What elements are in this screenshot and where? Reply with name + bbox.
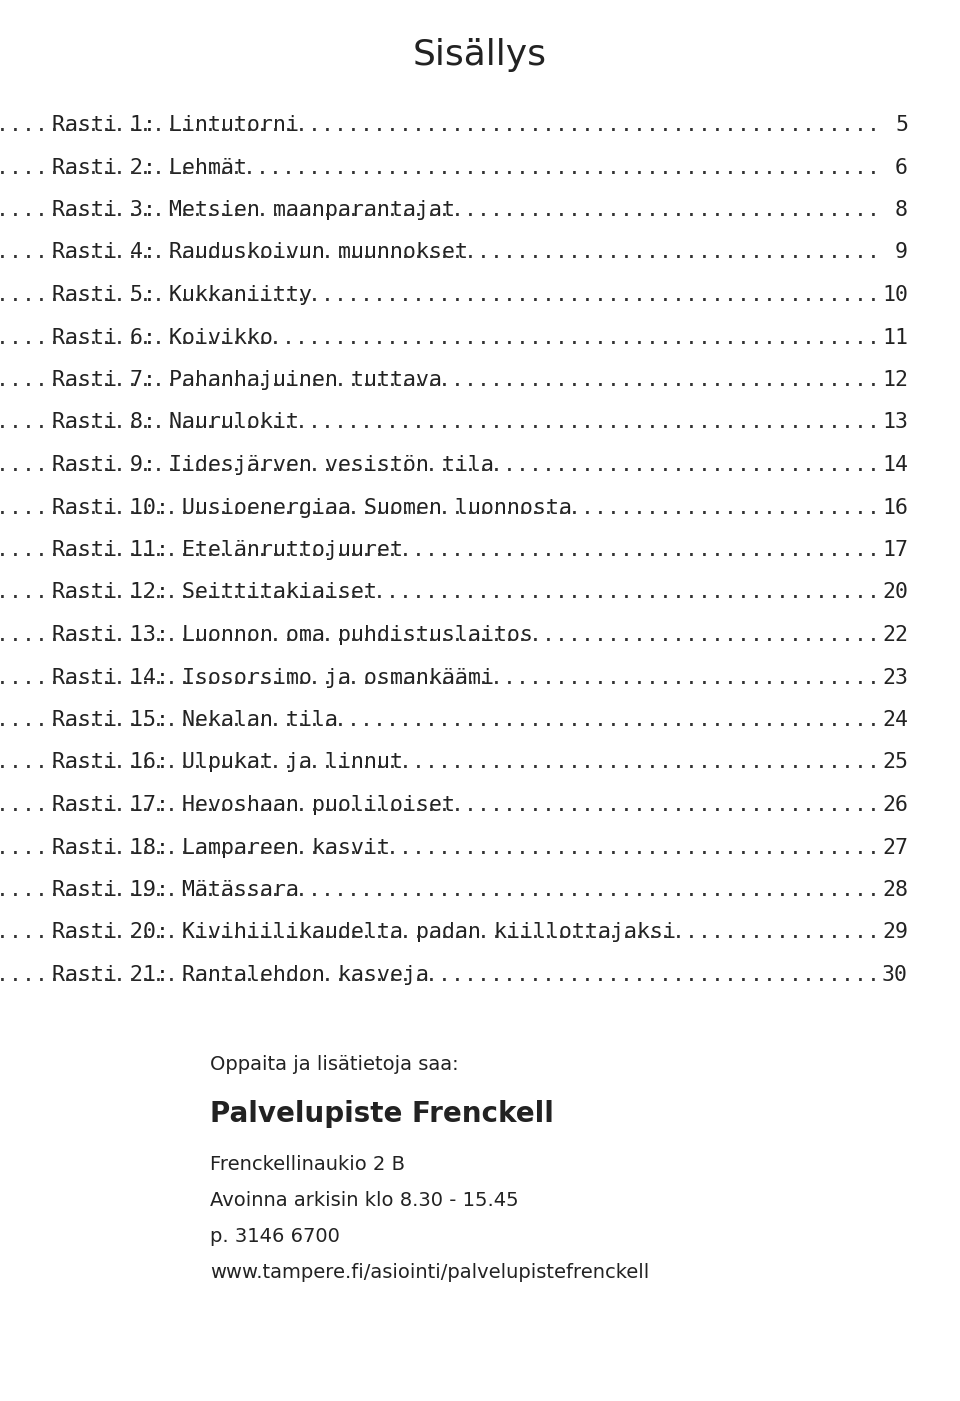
Text: Rasti 16: Ulpukat ja linnut: Rasti 16: Ulpukat ja linnut <box>52 752 403 772</box>
Text: p. 3146 6700: p. 3146 6700 <box>210 1227 340 1245</box>
Text: 5: 5 <box>895 115 908 134</box>
Text: Rasti 6: Koivikko: Rasti 6: Koivikko <box>52 328 273 347</box>
Text: ................................................................................: ........................................… <box>0 794 880 815</box>
Text: 22: 22 <box>882 625 908 644</box>
Text: 16: 16 <box>882 497 908 517</box>
Text: Rasti 1: Lintutorni: Rasti 1: Lintutorni <box>52 115 299 134</box>
Text: ................................................................................: ........................................… <box>0 328 880 347</box>
Text: Oppaita ja lisätietoja saa:: Oppaita ja lisätietoja saa: <box>210 1055 459 1075</box>
Text: Rasti 10: Uusioenergiaa Suomen luonnosta: Rasti 10: Uusioenergiaa Suomen luonnosta <box>52 497 572 517</box>
Text: 27: 27 <box>882 838 908 857</box>
Text: ................................................................................: ........................................… <box>0 880 880 899</box>
Text: Sisällys: Sisällys <box>413 38 547 71</box>
Text: ................................................................................: ........................................… <box>0 115 880 134</box>
Text: 29: 29 <box>882 922 908 943</box>
Text: ................................................................................: ........................................… <box>0 242 880 262</box>
Text: Avoinna arkisin klo 8.30 - 15.45: Avoinna arkisin klo 8.30 - 15.45 <box>210 1191 518 1210</box>
Text: Rasti 8: Naurulokit: Rasti 8: Naurulokit <box>52 412 299 433</box>
Text: 8: 8 <box>895 200 908 220</box>
Text: Rasti 17: Hevoshaan puoliloiset: Rasti 17: Hevoshaan puoliloiset <box>52 794 455 815</box>
Text: ................................................................................: ........................................… <box>0 412 880 433</box>
Text: 14: 14 <box>882 455 908 475</box>
Text: Rasti 2: Lehmät: Rasti 2: Lehmät <box>52 157 247 178</box>
Text: ................................................................................: ........................................… <box>0 370 880 389</box>
Text: Rasti 11: Etelänruttojuuret: Rasti 11: Etelänruttojuuret <box>52 539 403 560</box>
Text: Rasti 7: Pahanhajuinen tuttava: Rasti 7: Pahanhajuinen tuttava <box>52 370 442 389</box>
Text: 17: 17 <box>882 539 908 560</box>
Text: Rasti 15: Nekalan tila: Rasti 15: Nekalan tila <box>52 710 338 730</box>
Text: ................................................................................: ........................................… <box>0 667 880 688</box>
Text: 20: 20 <box>882 583 908 602</box>
Text: ................................................................................: ........................................… <box>0 625 880 644</box>
Text: ................................................................................: ........................................… <box>0 157 880 178</box>
Text: 10: 10 <box>882 284 908 305</box>
Text: 11: 11 <box>882 328 908 347</box>
Text: Rasti 18: Lampareen kasvit: Rasti 18: Lampareen kasvit <box>52 838 390 857</box>
Text: Frenckellinaukio 2 B: Frenckellinaukio 2 B <box>210 1154 405 1174</box>
Text: Rasti 13: Luonnon oma puhdistuslaitos: Rasti 13: Luonnon oma puhdistuslaitos <box>52 625 533 644</box>
Text: 26: 26 <box>882 794 908 815</box>
Text: Rasti 20: Kivihiilikaudelta padan kiillottajaksi: Rasti 20: Kivihiilikaudelta padan kiillo… <box>52 922 676 943</box>
Text: Rasti 3: Metsien maanparantajat: Rasti 3: Metsien maanparantajat <box>52 200 455 220</box>
Text: ................................................................................: ........................................… <box>0 838 880 857</box>
Text: 9: 9 <box>895 242 908 262</box>
Text: 25: 25 <box>882 752 908 772</box>
Text: Rasti 4: Rauduskoivun muunnokset: Rasti 4: Rauduskoivun muunnokset <box>52 242 468 262</box>
Text: 30: 30 <box>882 965 908 985</box>
Text: Rasti 12: Seittitakiaiset: Rasti 12: Seittitakiaiset <box>52 583 377 602</box>
Text: ................................................................................: ........................................… <box>0 965 880 985</box>
Text: ................................................................................: ........................................… <box>0 583 880 602</box>
Text: 23: 23 <box>882 667 908 688</box>
Text: ................................................................................: ........................................… <box>0 539 880 560</box>
Text: Rasti 21: Rantalehdon kasveja: Rasti 21: Rantalehdon kasveja <box>52 965 429 985</box>
Text: ................................................................................: ........................................… <box>0 752 880 772</box>
Text: 13: 13 <box>882 412 908 433</box>
Text: Rasti 9: Iidesjärven vesistön tila: Rasti 9: Iidesjärven vesistön tila <box>52 455 494 475</box>
Text: Rasti 5: Kukkaniitty: Rasti 5: Kukkaniitty <box>52 284 312 305</box>
Text: Rasti 19: Mätässara: Rasti 19: Mätässara <box>52 880 299 899</box>
Text: 24: 24 <box>882 710 908 730</box>
Text: ................................................................................: ........................................… <box>0 710 880 730</box>
Text: ................................................................................: ........................................… <box>0 200 880 220</box>
Text: ................................................................................: ........................................… <box>0 922 880 943</box>
Text: ................................................................................: ........................................… <box>0 284 880 305</box>
Text: ................................................................................: ........................................… <box>0 497 880 517</box>
Text: 12: 12 <box>882 370 908 389</box>
Text: ................................................................................: ........................................… <box>0 455 880 475</box>
Text: Palvelupiste Frenckell: Palvelupiste Frenckell <box>210 1100 554 1128</box>
Text: 28: 28 <box>882 880 908 899</box>
Text: www.tampere.fi/asiointi/palvelupistefrenckell: www.tampere.fi/asiointi/palvelupistefren… <box>210 1262 649 1282</box>
Text: Rasti 14: Isosorsimo ja osmankäämi: Rasti 14: Isosorsimo ja osmankäämi <box>52 667 494 688</box>
Text: 6: 6 <box>895 157 908 178</box>
